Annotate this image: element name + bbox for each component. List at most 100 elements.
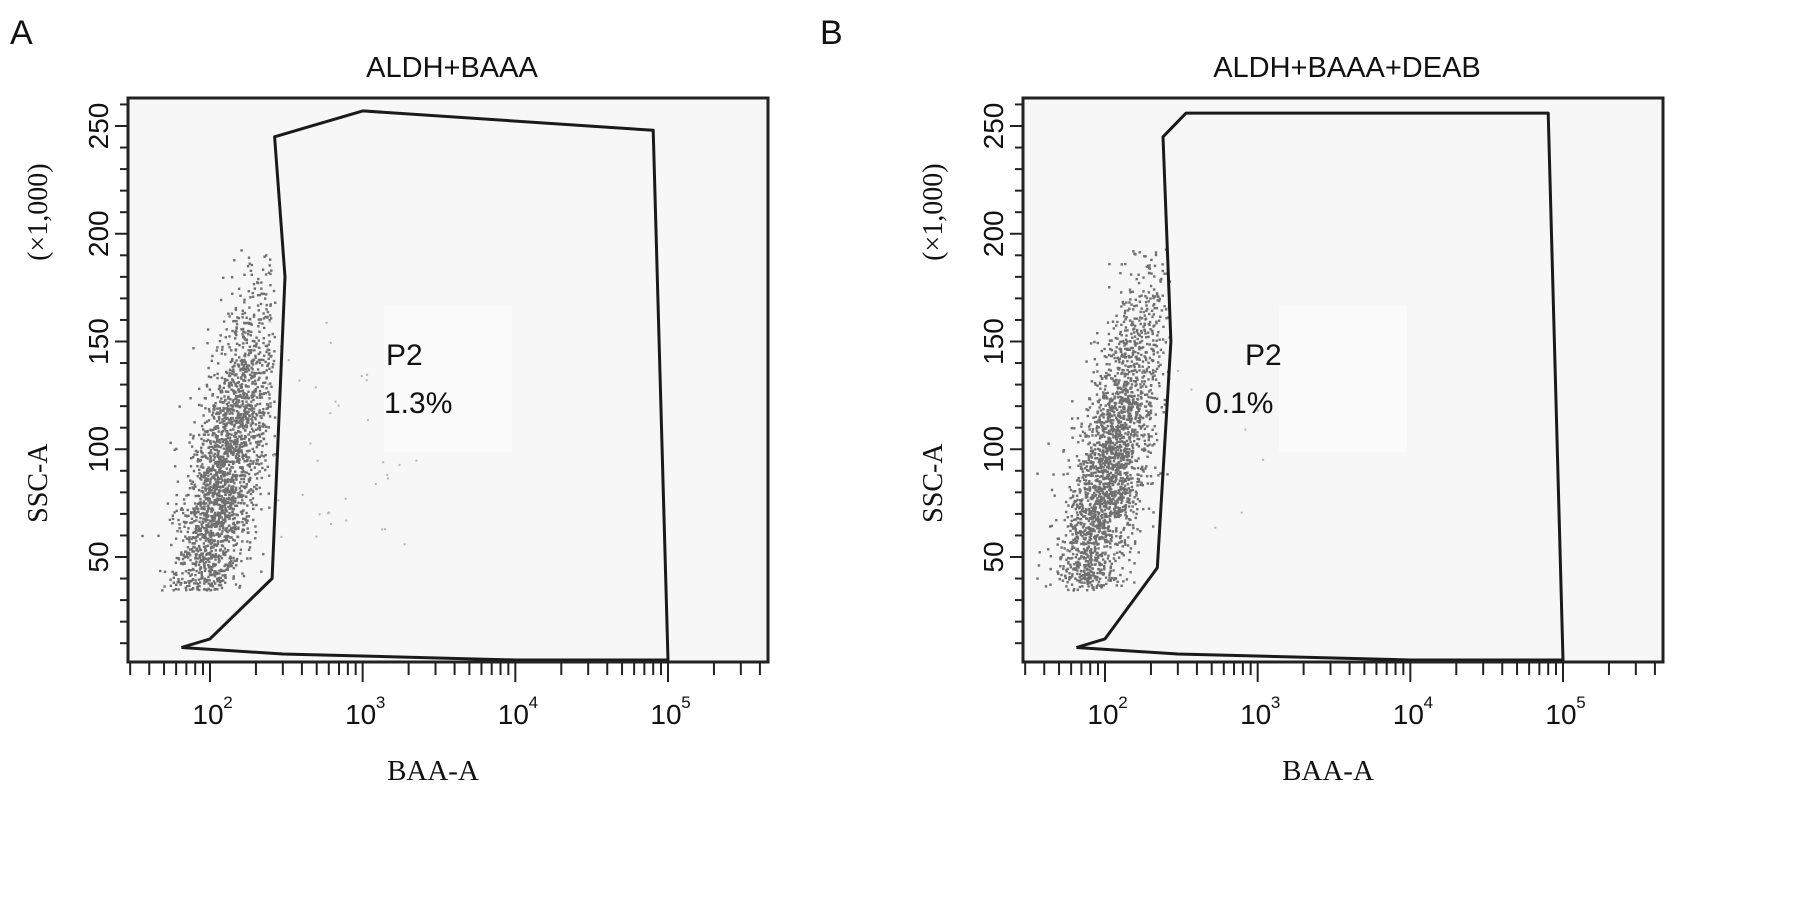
event-point: [230, 497, 234, 500]
event-point: [1124, 387, 1127, 390]
event-point: [1105, 460, 1108, 463]
event-point: [223, 474, 227, 477]
event-point: [242, 485, 246, 489]
event-point: [203, 505, 206, 508]
event-point: [1149, 411, 1153, 415]
event-point: [1076, 572, 1079, 576]
event-point: [1109, 479, 1112, 482]
event-point: [189, 465, 193, 468]
event-point: [229, 469, 232, 473]
event-point: [1069, 524, 1072, 527]
event-point: [1125, 418, 1129, 421]
event-point: [217, 452, 220, 456]
event-point: [210, 445, 214, 449]
event-point: [1143, 380, 1146, 383]
event-point: [1098, 521, 1101, 525]
event-point: [251, 339, 255, 343]
event-point: [1138, 500, 1142, 503]
event-point: [215, 520, 218, 524]
event-point: [214, 555, 218, 558]
event-point: [254, 382, 257, 386]
event-point: [1087, 507, 1091, 511]
event-point: [1118, 472, 1122, 475]
event-point: [234, 543, 238, 547]
event-point: [212, 464, 215, 468]
event-point: [184, 570, 188, 573]
event-point: [220, 522, 224, 526]
event-point: [216, 407, 219, 410]
event-point: [225, 515, 228, 519]
event-point: [1092, 509, 1095, 512]
event-point: [229, 404, 233, 407]
event-point: [231, 538, 235, 541]
event-point: [1113, 401, 1116, 405]
event-point: [1082, 557, 1085, 560]
event-point: [233, 482, 236, 485]
event-point: [1093, 340, 1096, 344]
event-point: [225, 403, 228, 406]
event-point: [1262, 458, 1265, 461]
event-point: [268, 264, 271, 267]
event-point: [1126, 544, 1130, 547]
event-point: [246, 450, 250, 453]
event-point: [206, 510, 210, 513]
event-point: [1166, 316, 1170, 319]
event-point: [1134, 298, 1137, 301]
event-point: [209, 489, 212, 492]
event-point: [203, 577, 206, 580]
event-point: [201, 555, 205, 558]
event-point: [1102, 527, 1105, 530]
event-point: [1085, 495, 1089, 498]
event-point: [1076, 565, 1079, 568]
event-point: [217, 491, 220, 494]
event-point: [1075, 553, 1079, 556]
event-point: [1134, 540, 1137, 543]
event-point: [260, 292, 263, 295]
event-point: [220, 431, 223, 435]
event-point: [1130, 460, 1133, 463]
event-point: [1108, 406, 1111, 409]
event-point: [203, 513, 206, 516]
event-point: [209, 519, 212, 522]
event-point: [1113, 578, 1116, 581]
event-point: [1136, 358, 1139, 361]
event-point: [207, 466, 210, 469]
event-point: [1152, 511, 1155, 514]
event-point: [247, 410, 250, 414]
event-point: [1061, 579, 1065, 582]
event-point: [386, 473, 389, 476]
x-tick-label: 10: [1087, 699, 1118, 730]
event-point: [1110, 422, 1114, 425]
event-point: [1096, 490, 1099, 493]
event-point: [247, 433, 250, 436]
event-point: [255, 503, 258, 507]
event-point: [187, 475, 190, 478]
event-point: [241, 423, 244, 426]
event-point: [226, 433, 230, 437]
event-point: [1100, 414, 1104, 417]
event-point: [1083, 432, 1087, 435]
event-point: [1128, 523, 1131, 527]
event-point: [193, 502, 197, 505]
event-point: [1105, 545, 1109, 548]
event-point: [197, 403, 201, 407]
event-point: [207, 582, 210, 585]
event-point: [1127, 442, 1130, 446]
event-point: [241, 389, 245, 392]
event-point: [236, 415, 239, 418]
event-point: [1138, 348, 1141, 351]
event-point: [1093, 559, 1096, 562]
event-point: [1084, 475, 1087, 478]
event-point: [247, 403, 250, 407]
event-point: [1114, 490, 1118, 493]
event-point: [1096, 555, 1100, 558]
event-point: [241, 499, 244, 502]
event-point: [230, 423, 234, 426]
event-point: [1073, 490, 1077, 493]
event-point: [195, 547, 199, 550]
event-point: [1090, 482, 1093, 485]
event-point: [268, 367, 271, 370]
event-point: [214, 525, 217, 528]
event-point: [250, 427, 254, 430]
event-point: [263, 423, 266, 427]
